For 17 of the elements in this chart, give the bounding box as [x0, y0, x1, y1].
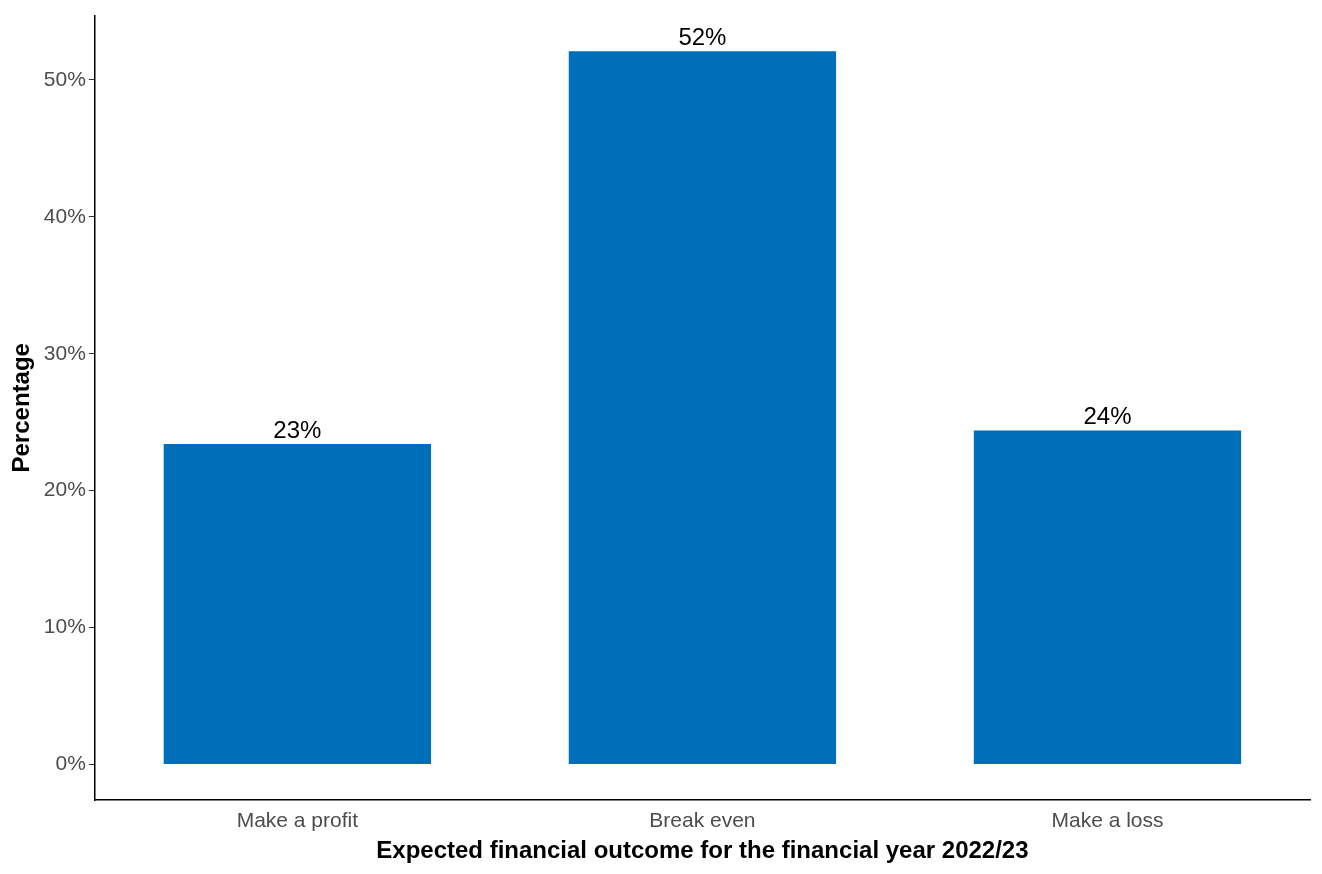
bar [163, 444, 432, 764]
bar [568, 51, 837, 764]
data-label: 24% [1083, 402, 1132, 430]
y-axis-title: Percentage [7, 343, 35, 473]
x-tick-label: Make a profit [236, 808, 359, 832]
y-tick-label: 10% [43, 614, 86, 638]
y-tick-label: 50% [43, 66, 86, 90]
x-tick-label: Make a loss [1051, 808, 1164, 832]
y-tick-label: 40% [43, 203, 86, 227]
x-axis-title: Expected financial outcome for the financial year 2022/23 [376, 836, 1029, 864]
data-label: 52% [678, 22, 727, 50]
y-tick-label: 20% [43, 477, 86, 501]
bar [973, 430, 1242, 764]
data-label: 23% [273, 415, 322, 443]
y-tick-label: 0% [55, 751, 86, 775]
y-tick-label: 30% [43, 340, 86, 364]
x-tick-label: Break even [649, 808, 756, 832]
